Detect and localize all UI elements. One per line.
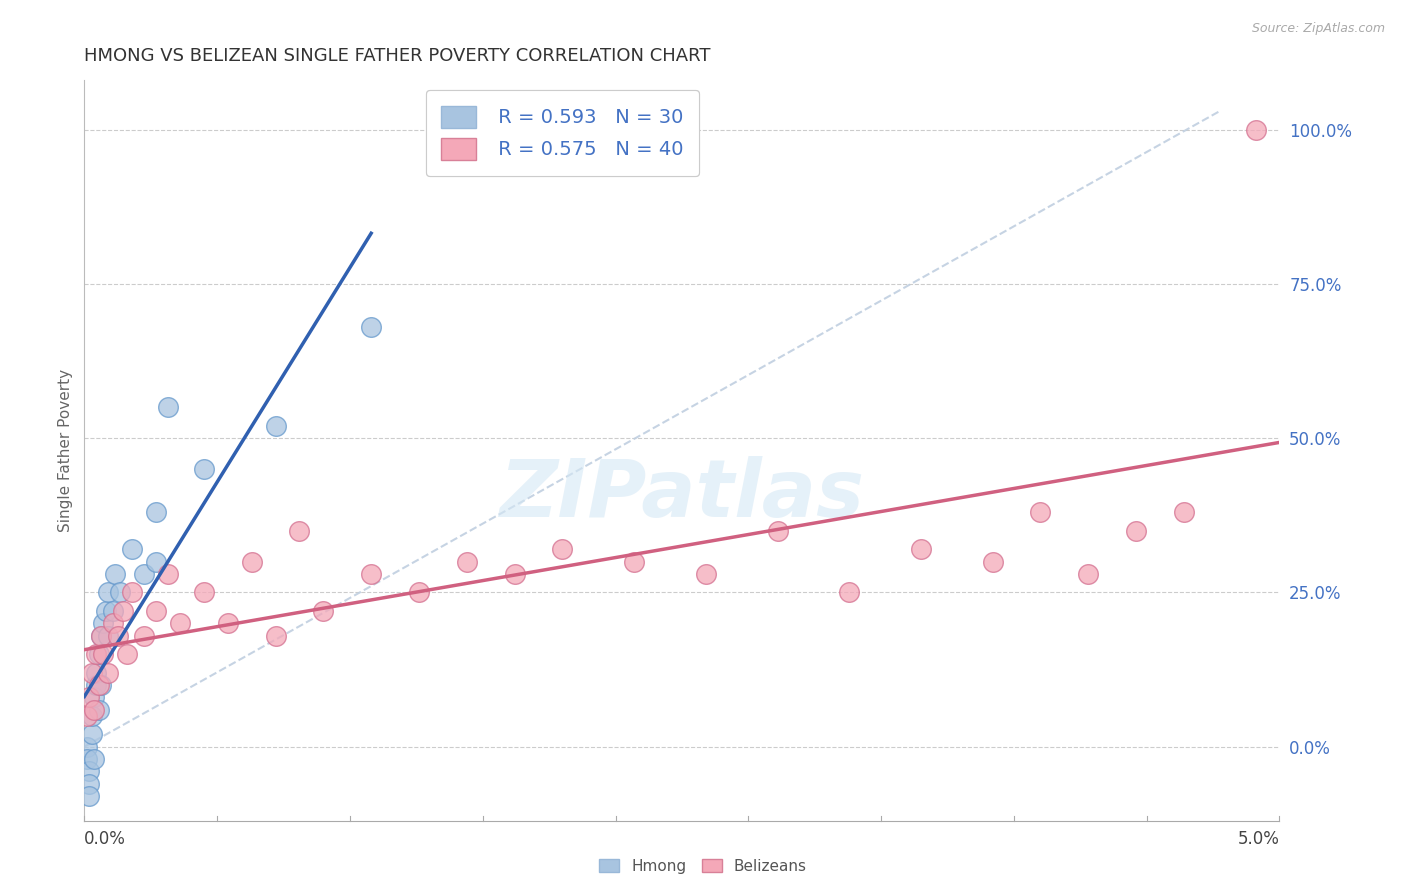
Text: 5.0%: 5.0%: [1237, 830, 1279, 848]
Point: [94, 604, 117, 618]
Point: [101, 604, 124, 618]
Text: ZIPatlas: ZIPatlas: [499, 456, 865, 534]
Point: [360, 320, 382, 334]
Legend:  R = 0.593   N = 30,  R = 0.575   N = 40: R = 0.593 N = 30, R = 0.575 N = 40: [426, 90, 699, 176]
Point: [1029, 505, 1052, 519]
Point: [838, 585, 860, 599]
Point: [86, 647, 108, 661]
Point: [1077, 566, 1099, 581]
Point: [110, 585, 132, 599]
Text: HMONG VS BELIZEAN SINGLE FATHER POVERTY CORRELATION CHART: HMONG VS BELIZEAN SINGLE FATHER POVERTY …: [84, 47, 711, 65]
Point: [193, 585, 215, 599]
Point: [456, 555, 478, 569]
Point: [87, 647, 110, 661]
Point: [408, 585, 430, 599]
Point: [121, 585, 143, 599]
Point: [87, 678, 110, 692]
Point: [217, 616, 239, 631]
Point: [111, 604, 134, 618]
Point: [132, 566, 156, 581]
Point: [107, 629, 129, 643]
Point: [87, 703, 110, 717]
Point: [93, 647, 115, 661]
Point: [90, 678, 112, 692]
Point: [77, 776, 100, 791]
Point: [83, 690, 105, 705]
Legend: Hmong, Belizeans: Hmong, Belizeans: [593, 853, 813, 880]
Point: [97, 665, 120, 680]
Y-axis label: Single Father Poverty: Single Father Poverty: [58, 369, 73, 532]
Point: [695, 566, 717, 581]
Point: [169, 616, 191, 631]
Point: [80, 708, 103, 723]
Point: [264, 629, 287, 643]
Point: [77, 789, 100, 803]
Point: [766, 524, 789, 538]
Point: [80, 665, 103, 680]
Point: [83, 752, 105, 766]
Point: [157, 566, 180, 581]
Point: [76, 752, 98, 766]
Point: [97, 585, 120, 599]
Point: [240, 555, 263, 569]
Point: [193, 462, 215, 476]
Point: [312, 604, 335, 618]
Text: 0.0%: 0.0%: [84, 830, 127, 848]
Point: [1173, 505, 1195, 519]
Point: [360, 566, 382, 581]
Point: [83, 703, 105, 717]
Point: [104, 566, 127, 581]
Point: [90, 629, 112, 643]
Point: [117, 647, 139, 661]
Point: [90, 629, 112, 643]
Point: [80, 727, 103, 741]
Point: [77, 690, 100, 705]
Point: [93, 616, 115, 631]
Point: [503, 566, 526, 581]
Point: [145, 505, 167, 519]
Point: [1125, 524, 1147, 538]
Point: [145, 555, 167, 569]
Point: [981, 555, 1004, 569]
Point: [86, 678, 108, 692]
Point: [86, 665, 108, 680]
Point: [623, 555, 645, 569]
Point: [76, 708, 98, 723]
Text: Source: ZipAtlas.com: Source: ZipAtlas.com: [1251, 22, 1385, 36]
Point: [157, 401, 180, 415]
Point: [264, 418, 287, 433]
Point: [910, 542, 932, 557]
Point: [121, 542, 143, 557]
Point: [145, 604, 167, 618]
Point: [288, 524, 311, 538]
Point: [101, 616, 124, 631]
Point: [97, 629, 120, 643]
Point: [132, 629, 156, 643]
Point: [76, 739, 98, 754]
Point: [1244, 122, 1267, 136]
Point: [551, 542, 574, 557]
Point: [77, 764, 100, 779]
